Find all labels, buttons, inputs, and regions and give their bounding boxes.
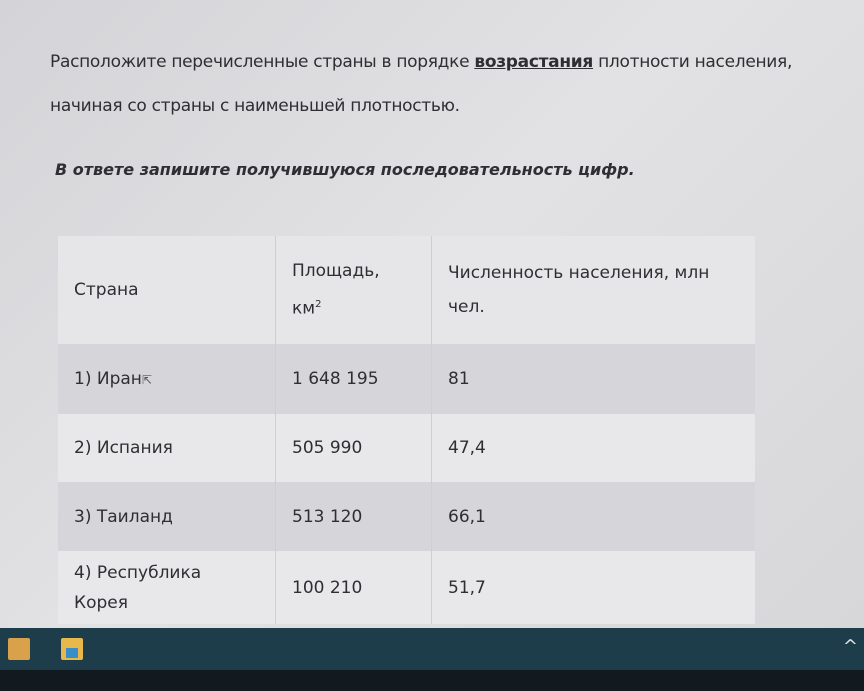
outlook-icon[interactable] xyxy=(8,638,30,660)
screen-bezel xyxy=(0,670,864,691)
country-name: 1) Иран xyxy=(74,369,142,389)
header-area-label: Площадь, xyxy=(292,261,380,282)
table-row: 2) Испания 505 990 47,4 xyxy=(58,414,755,482)
question-emphasis: возрастания xyxy=(474,52,594,72)
question-text: Расположите перечисленные страны в поряд… xyxy=(50,52,475,72)
mouse-cursor-icon: ⇱ xyxy=(141,373,152,387)
population-cell: 81 xyxy=(448,369,470,389)
header-area: Площадь, км2 xyxy=(275,236,432,344)
table-row: 1) Иран⇱ 1 648 195 81 xyxy=(58,344,755,414)
question-line-2: начиная со страны с наименьшей плотность… xyxy=(50,96,460,116)
header-population: Численность населения, млн чел. xyxy=(432,236,756,344)
country-cell: 3) Таиланд xyxy=(58,482,276,551)
area-cell: 1 648 195 xyxy=(275,344,432,414)
question-text: плотности населения, xyxy=(593,52,793,72)
taskbar: ^ xyxy=(0,628,864,670)
table-row: 4) Республика Корея 100 210 51,7 xyxy=(58,551,755,624)
population-cell: 51,7 xyxy=(448,577,486,598)
tray-chevron-icon[interactable]: ^ xyxy=(842,636,858,657)
file-explorer-icon[interactable] xyxy=(61,638,83,660)
population-cell: 66,1 xyxy=(448,506,486,527)
header-area-unit: км xyxy=(292,298,316,319)
header-area-sup: 2 xyxy=(315,299,322,311)
header-population-unit: чел. xyxy=(448,297,485,317)
area-cell: 513 120 xyxy=(275,482,432,551)
question-line-1: Расположите перечисленные страны в поряд… xyxy=(50,52,792,72)
answer-instruction: В ответе запишите получившуюся последова… xyxy=(55,160,635,179)
country-cell: 2) Испания xyxy=(58,414,276,482)
header-country: Страна xyxy=(58,236,276,344)
country-cell: 4) Республика Корея xyxy=(58,551,276,624)
header-population-label: Численность населения, млн xyxy=(448,263,710,283)
area-cell: 505 990 xyxy=(275,414,432,482)
country-cell: 1) Иран⇱ xyxy=(58,344,276,414)
population-cell: 47,4 xyxy=(448,438,486,458)
table-row: 3) Таиланд 513 120 66,1 xyxy=(58,482,755,551)
area-cell: 100 210 xyxy=(275,551,432,624)
table-header-row: Страна Площадь, км2 Численность населения… xyxy=(58,236,755,344)
countries-table: Страна Площадь, км2 Численность населения… xyxy=(58,236,755,624)
